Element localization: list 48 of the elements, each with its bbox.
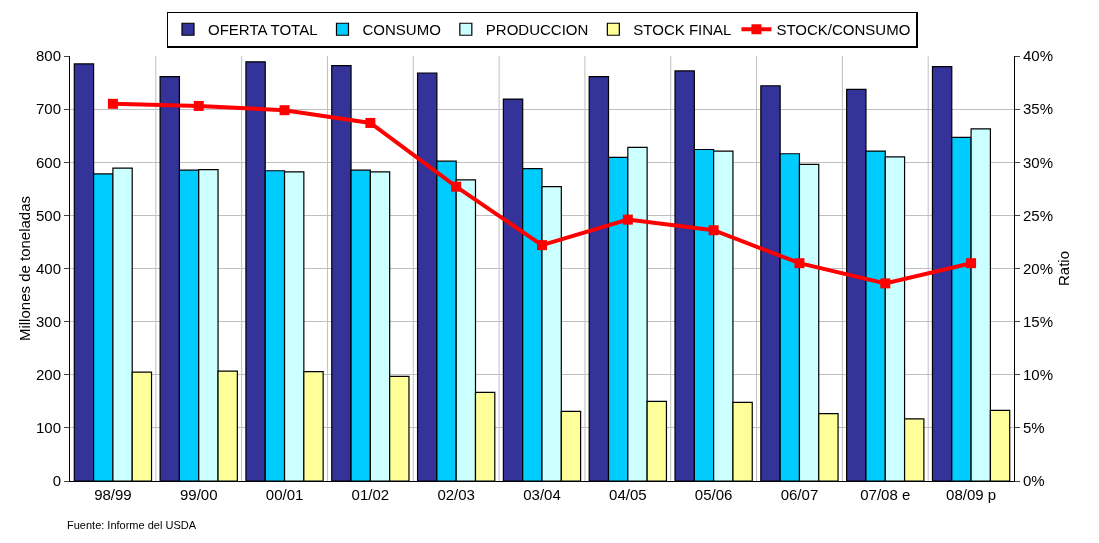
y-tick-label: 100 <box>35 419 61 437</box>
point <box>451 181 462 192</box>
y2-tick-label: 0% <box>1023 472 1045 490</box>
x-tick-label: 99/00 <box>179 486 218 503</box>
legend-label: STOCK FINAL <box>633 21 732 39</box>
y-tick-label: 700 <box>35 100 61 118</box>
y2-tick-label: 20% <box>1023 259 1054 277</box>
y-tick-label: 400 <box>35 259 61 277</box>
y2-tick-label: 15% <box>1023 312 1054 330</box>
point <box>880 278 891 289</box>
y-axis-title: Millones de toneladas <box>16 195 33 342</box>
y2-tick-label: 40% <box>1023 47 1054 65</box>
x-tick-label: 06/07 <box>780 486 819 503</box>
point <box>365 117 376 128</box>
point <box>279 105 290 116</box>
y2-tick-label: 35% <box>1023 100 1054 118</box>
legend-label: STOCK/CONSUMO <box>776 21 911 39</box>
x-tick-label: 02/03 <box>437 486 475 503</box>
x-tick-label: 05/06 <box>694 486 733 503</box>
y-tick-label: 600 <box>35 153 61 171</box>
point <box>708 225 719 236</box>
y2-tick-label: 5% <box>1023 419 1045 437</box>
source-note: Fuente: Informe del USDA <box>67 519 197 531</box>
point <box>537 240 547 251</box>
point <box>107 98 118 109</box>
y-tick-label: 0 <box>52 472 61 490</box>
legend-label: CONSUMO <box>362 21 441 39</box>
legend-label: OFERTA TOTAL <box>208 21 318 39</box>
x-tick-label: 01/02 <box>351 486 390 503</box>
x-tick-label: 07/08 e <box>860 486 911 503</box>
y-tick-label: 500 <box>35 206 61 224</box>
y2-tick-label: 10% <box>1023 366 1054 383</box>
x-tick-label: 98/99 <box>94 486 132 503</box>
x-tick-label: 04/05 <box>609 486 647 503</box>
legend-label: PRODUCCION <box>485 21 589 39</box>
x-tick-label: 00/01 <box>265 486 304 503</box>
y2-tick-label: 30% <box>1023 153 1054 171</box>
y-tick-label: 300 <box>35 312 61 330</box>
y2-axis-title: Ratio <box>1055 250 1073 287</box>
point <box>794 258 805 269</box>
point <box>193 100 204 111</box>
point <box>622 214 633 225</box>
y-tick-label: 800 <box>35 47 61 65</box>
y2-tick-label: 25% <box>1023 206 1054 224</box>
x-tick-label: 03/04 <box>523 486 561 503</box>
y-tick-label: 200 <box>35 366 61 383</box>
point <box>966 258 977 269</box>
x-tick-label: 08/09 p <box>946 486 997 503</box>
